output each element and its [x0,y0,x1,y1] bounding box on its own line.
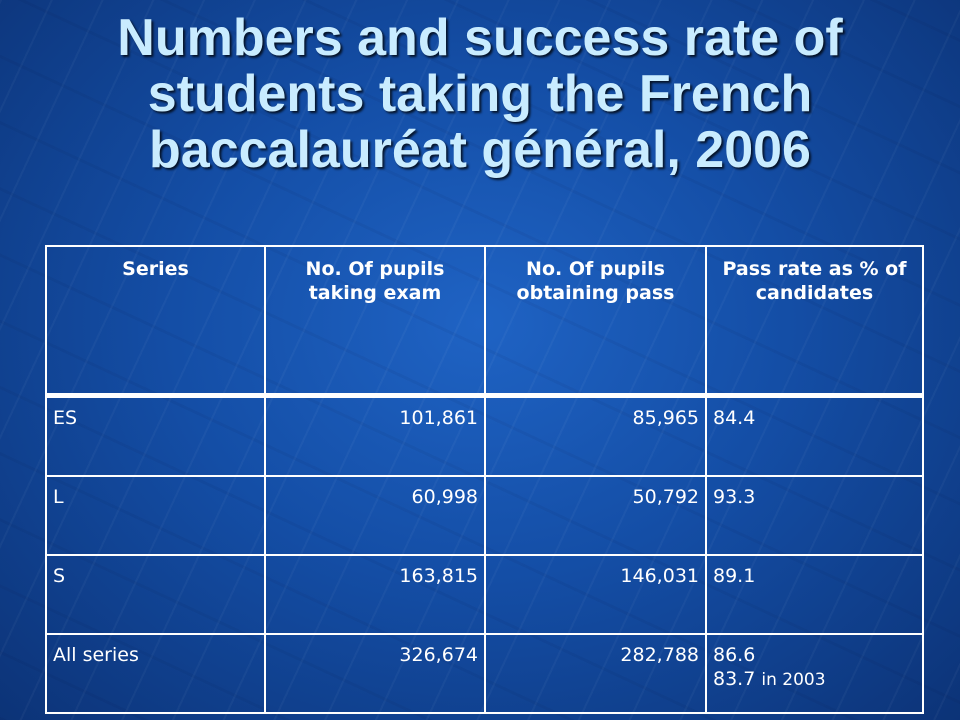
table-row: ES 101,861 85,965 84.4 [45,394,924,477]
series-cell: ES [45,394,266,477]
table-row: L 60,998 50,792 93.3 [45,475,924,556]
title-line-2: students taking the French [147,65,813,123]
pupils-taking-cell: 101,861 [264,394,486,477]
series-cell: L [45,475,266,556]
pupils-passing-cell: 85,965 [484,394,707,477]
header-pupils-taking: No. Of pupils taking exam [264,245,486,398]
table-row: All series 326,674 282,788 86.6 83.7 in … [45,633,924,714]
header-row: Series No. Of pupils taking exam No. Of … [45,245,924,398]
slide-title: Numbers and success rate of students tak… [40,10,920,178]
series-cell: S [45,554,266,635]
pupils-passing-cell: 50,792 [484,475,707,556]
pupils-passing-cell: 282,788 [484,633,707,714]
header-series: Series [45,245,266,398]
pass-rate-2003: 83.7 in 2003 [713,667,916,692]
series-cell: All series [45,633,266,714]
pass-rate-cell: 84.4 [705,394,924,477]
title-line-3: baccalauréat général, 2006 [149,121,811,179]
pupils-passing-cell: 146,031 [484,554,707,635]
header-pupils-passing: No. Of pupils obtaining pass [484,245,707,398]
pupils-taking-cell: 163,815 [264,554,486,635]
pass-rate-value: 86.6 [713,644,756,666]
pupils-taking-cell: 326,674 [264,633,486,714]
table-row: S 163,815 146,031 89.1 [45,554,924,635]
title-line-1: Numbers and success rate of [117,9,843,67]
results-table: Series No. Of pupils taking exam No. Of … [45,245,924,714]
pupils-taking-cell: 60,998 [264,475,486,556]
pass-rate-2003-value: 83.7 [713,668,756,690]
pass-rate-cell: 89.1 [705,554,924,635]
pass-rate-cell: 93.3 [705,475,924,556]
header-pass-rate: Pass rate as % of candidates [705,245,924,398]
pass-rate-2003-note: in 2003 [761,670,826,690]
pass-rate-cell: 86.6 83.7 in 2003 [705,633,924,714]
